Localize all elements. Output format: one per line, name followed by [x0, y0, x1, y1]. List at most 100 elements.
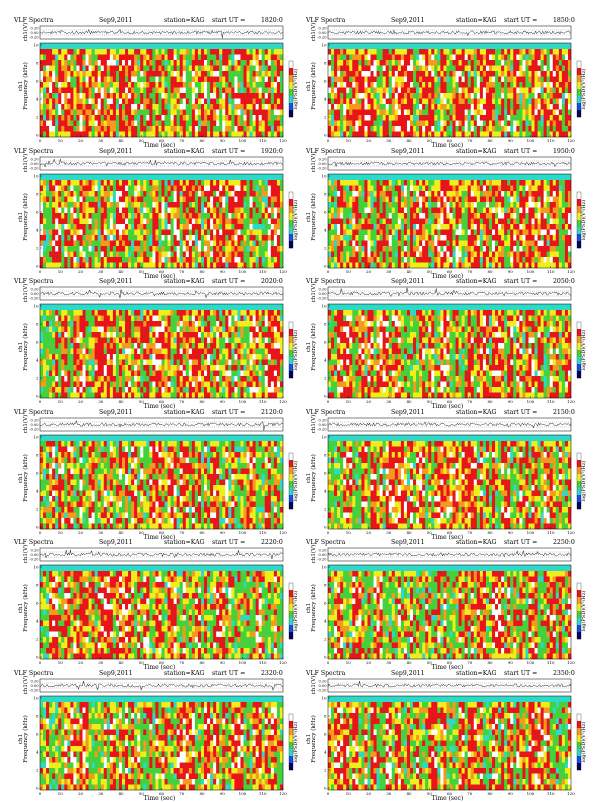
spectrogram-cell	[219, 88, 222, 94]
spectrogram-cell	[331, 262, 334, 268]
spectrogram-cell	[383, 66, 386, 72]
spectrogram-cell	[340, 49, 343, 55]
spectrogram-cell	[222, 251, 225, 257]
spectrogram-cell	[495, 121, 498, 127]
time-tick-label: 110	[547, 138, 555, 143]
spectrogram-cell	[413, 49, 416, 55]
spectrogram-cell	[73, 218, 76, 224]
spectrogram-cell	[107, 82, 110, 88]
spectrogram-cell	[489, 66, 492, 72]
spectrogram-cell	[510, 82, 513, 88]
spectrogram-cell	[477, 49, 480, 55]
time-tick-label: 0	[39, 269, 42, 274]
spectrogram-cell	[389, 191, 392, 197]
spectrogram-cell	[337, 229, 340, 235]
spectrogram-cell	[79, 262, 82, 268]
spectrogram-cell	[244, 246, 247, 252]
spectrogram-cell	[76, 66, 79, 72]
spectrogram-cell	[492, 218, 495, 224]
spectrogram-cell	[116, 235, 119, 241]
freq-tick-label: 6	[324, 79, 327, 84]
spectrogram-cell	[143, 132, 146, 138]
spectrogram-cell	[398, 77, 401, 83]
spectrogram-cell	[89, 251, 92, 257]
spectrogram-cell	[398, 126, 401, 132]
spectrogram-cell	[79, 66, 82, 72]
spectrogram-cell	[101, 99, 104, 105]
spectrogram-cell	[134, 71, 137, 77]
spectrogram-cell	[337, 99, 340, 105]
spectrogram-cell	[250, 121, 253, 127]
spectrogram-cell	[532, 93, 535, 99]
spectrogram-cell	[140, 121, 143, 127]
time-tick-label: 100	[527, 138, 535, 143]
spectrogram-cell	[446, 246, 449, 252]
freq-tick-label: 0	[324, 133, 327, 138]
spectrogram-cell	[556, 88, 559, 94]
spectrogram-cell	[477, 235, 480, 241]
time-tick-label: 120	[567, 138, 575, 143]
spectrogram-cell	[113, 55, 116, 61]
spectrogram-cell	[192, 240, 195, 246]
spectrogram-cell	[349, 207, 352, 213]
spectrogram-cell	[416, 235, 419, 241]
spectrogram-cell	[544, 49, 547, 55]
spectrogram-cell	[480, 235, 483, 241]
spectrogram-cell	[52, 246, 55, 252]
spectrogram-cell	[119, 99, 122, 105]
spectrogram-cell	[152, 262, 155, 268]
spectrogram-cell	[183, 49, 186, 55]
spectrogram-cell	[280, 180, 283, 186]
spectrogram-cell	[195, 71, 198, 77]
spectrogram-cell	[492, 115, 495, 121]
spectrogram-cell	[274, 229, 277, 235]
spectrogram-cell	[280, 88, 283, 94]
spectrogram-cell	[486, 251, 489, 257]
spectrogram-cell	[349, 110, 352, 116]
spectrogram-cell	[64, 202, 67, 208]
spectrogram-cell	[70, 180, 73, 186]
spectrogram-cell	[274, 240, 277, 246]
spectrogram-cell	[162, 235, 165, 241]
spectrogram-cell	[213, 110, 216, 116]
spectrogram-cell	[328, 104, 331, 110]
spectrogram-cell	[450, 224, 453, 230]
spectrogram-cell	[277, 229, 280, 235]
spectrogram-cell	[486, 224, 489, 230]
spectrogram-cell	[468, 55, 471, 61]
spectrogram-cell	[216, 121, 219, 127]
spectrogram-cell	[395, 235, 398, 241]
spectrogram-cell	[207, 224, 210, 230]
spectrogram-cell	[131, 115, 134, 121]
spectrogram-cell	[89, 88, 92, 94]
spectrogram-cell	[92, 207, 95, 213]
spectrogram-cell	[367, 224, 370, 230]
spectrogram-cell	[64, 121, 67, 127]
spectrogram-cell	[483, 240, 486, 246]
spectrogram-cell	[98, 99, 101, 105]
spectrogram-cell	[79, 121, 82, 127]
spectrogram-cell	[225, 88, 228, 94]
spectrogram-cell	[277, 126, 280, 132]
spectrogram-cell	[471, 126, 474, 132]
spectrogram-cell	[171, 132, 174, 138]
spectrogram-cell	[416, 251, 419, 257]
spectrogram-cell	[180, 93, 183, 99]
spectrogram-cell	[268, 99, 271, 105]
spectrogram-cell	[225, 49, 228, 55]
spectrogram-cell	[207, 251, 210, 257]
spectrogram-cell	[146, 104, 149, 110]
spectrogram-cell	[231, 60, 234, 66]
spectrogram-cell	[262, 77, 265, 83]
freq-tick-label: 10	[33, 173, 39, 178]
spectrogram-cell	[222, 229, 225, 235]
spectrogram-cell	[79, 77, 82, 83]
waveform-plot: 0.200.00-0.20	[317, 26, 571, 40]
spectrogram-cell	[522, 132, 525, 138]
spectrogram-cell	[541, 60, 544, 66]
spectrogram-cell	[192, 115, 195, 121]
spectrogram-cell	[468, 93, 471, 99]
spectrogram-cell	[216, 77, 219, 83]
spectrogram-cell	[413, 246, 416, 252]
